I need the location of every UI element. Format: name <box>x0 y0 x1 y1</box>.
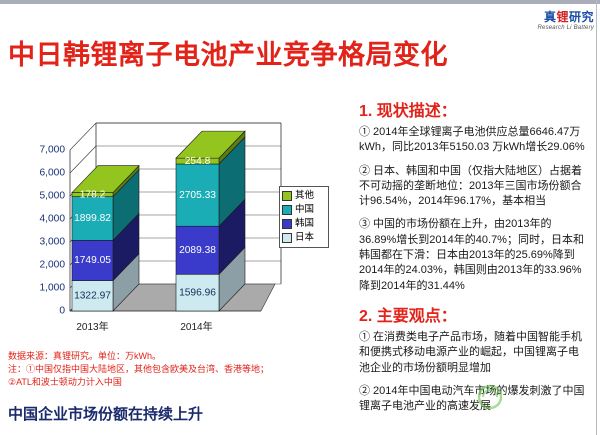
svg-text:6,000: 6,000 <box>40 168 66 179</box>
svg-text:1322.97: 1322.97 <box>74 290 111 301</box>
svg-text:0: 0 <box>59 306 65 317</box>
svg-text:178.2: 178.2 <box>80 189 106 200</box>
svg-text:2089.38: 2089.38 <box>179 245 216 256</box>
svg-text:7,000: 7,000 <box>40 145 66 156</box>
svg-text:1899.82: 1899.82 <box>74 213 111 224</box>
svg-text:3,000: 3,000 <box>40 237 66 248</box>
svg-text:5,000: 5,000 <box>40 191 66 202</box>
svg-text:2,000: 2,000 <box>40 260 66 271</box>
svg-text:254.8: 254.8 <box>185 156 211 167</box>
svg-text:2705.33: 2705.33 <box>179 190 216 201</box>
svg-text:1,000: 1,000 <box>40 283 66 294</box>
svg-text:1596.96: 1596.96 <box>179 287 216 298</box>
svg-text:4,000: 4,000 <box>40 214 66 225</box>
svg-text:1749.05: 1749.05 <box>74 255 111 266</box>
